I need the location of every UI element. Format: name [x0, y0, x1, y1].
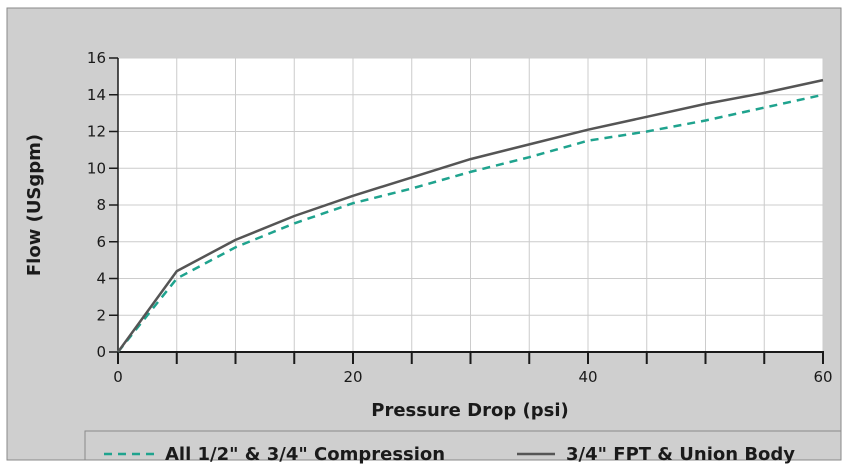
y-axis-title: Flow (USgpm)	[24, 134, 45, 276]
x-tick-label: 20	[343, 368, 362, 386]
x-tick-label: 0	[113, 368, 123, 386]
tick-labels: 0 2 4 6 8 10 12 14 16 0 20 40 60	[87, 49, 833, 386]
grid-lines	[118, 57, 824, 352]
x-axis-title: Pressure Drop (psi)	[371, 400, 568, 421]
data-series	[116, 78, 824, 353]
y-tick-label: 14	[87, 86, 106, 104]
y-tick-label: 6	[96, 233, 106, 251]
legend-label-fpt-union: 3/4" FPT & Union Body	[566, 444, 795, 465]
x-tick-label: 60	[813, 368, 832, 386]
x-tick-label: 40	[578, 368, 597, 386]
y-tick-label: 8	[96, 196, 106, 214]
y-tick-label: 4	[96, 270, 106, 288]
series-line-compression	[117, 93, 824, 353]
y-tick-label: 12	[87, 123, 106, 141]
y-tick-label: 10	[87, 159, 106, 177]
y-tick-label: 2	[96, 306, 106, 324]
legend: All 1/2" & 3/4" Compression 3/4" FPT & U…	[84, 430, 842, 465]
series-line-fpt-union	[116, 78, 824, 353]
legend-label-compression: All 1/2" & 3/4" Compression	[165, 444, 445, 465]
y-tick-label: 0	[96, 343, 106, 361]
y-tick-label: 16	[87, 49, 106, 67]
axes	[109, 57, 824, 364]
legend-box	[84, 430, 842, 461]
